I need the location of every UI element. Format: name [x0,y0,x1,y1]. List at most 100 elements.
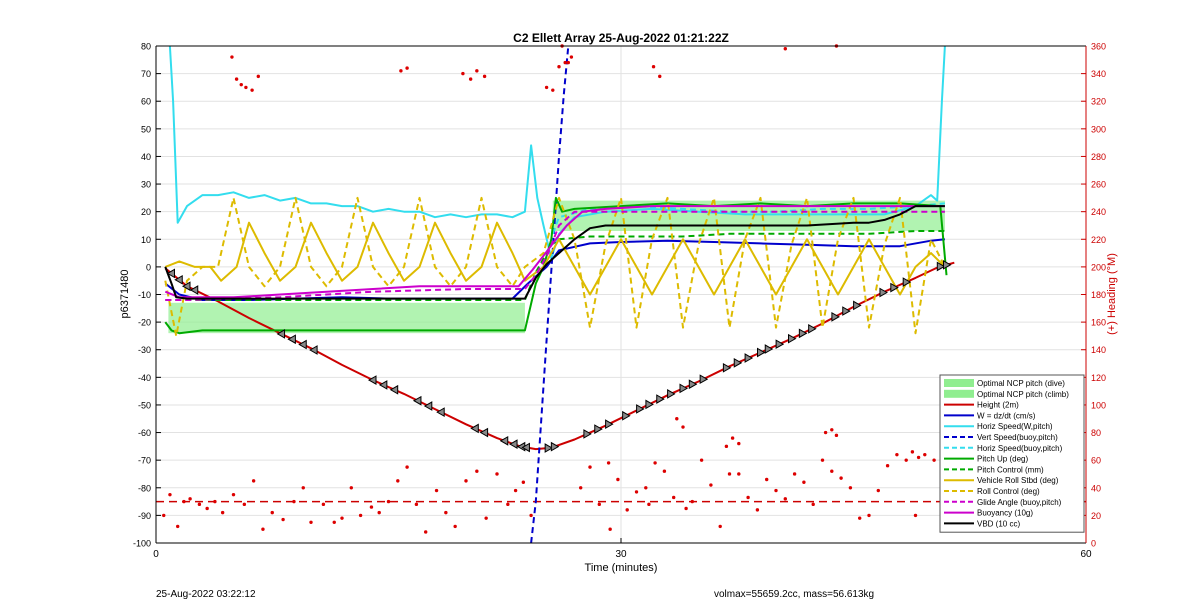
heading-point [910,450,915,454]
height-marker [583,429,592,439]
series-glide-angle-buoy-pitch [165,210,945,301]
heading-point [597,502,601,507]
height-marker [853,300,862,311]
height-marker [412,395,422,406]
heading-point [709,483,713,487]
heading-point [521,480,526,484]
legend-box [939,374,1085,533]
chart-title: C2 Ellett Array 25-Aug-2022 01:21:22Z [513,31,729,45]
heading-point [727,472,732,476]
legend-label: Roll Control (deg) [977,487,1040,496]
heading-point [242,502,247,507]
series-vehicle-roll-stbd-deg [164,221,946,296]
heading-point [557,65,561,69]
legend-label: Optimal NCP pitch (dive) [977,379,1065,388]
height-markers-layer [166,259,952,453]
heading-point [513,488,518,493]
heading-point [783,47,787,51]
height-marker [174,274,183,285]
y-tick-label-left: -20 [138,318,151,328]
y-tick-label-right: 40 [1091,483,1101,493]
heading-point [616,477,620,482]
heading-point [162,513,166,518]
heading-point [444,510,448,515]
height-marker [181,281,191,292]
heading-point [468,77,473,81]
heading-point [718,524,722,529]
legend-swatch [944,379,974,387]
heading-point [405,66,409,70]
legend-label: Horiz Speed(buoy,pitch) [977,444,1063,453]
height-marker [902,277,912,287]
y-tick-label-right: 80 [1091,428,1101,438]
height-marker [808,323,817,334]
heading-point [434,488,439,493]
heading-point [916,455,921,460]
x-tick-label: 60 [1080,549,1092,560]
height-marker [788,333,797,344]
legend-label: Optimal NCP pitch (climb) [977,390,1069,399]
heading-point [625,508,629,512]
height-marker [287,334,296,345]
y-tick-label-right: 300 [1091,124,1106,134]
heading-point [475,469,479,473]
heading-point [895,452,899,457]
heading-point [396,479,400,483]
heading-point [453,524,457,529]
heading-point [802,480,806,484]
legend-label: VBD (10 cc) [977,519,1020,528]
series-pitch-control-mm [165,230,945,301]
legend-label: Pitch Up (deg) [977,455,1028,464]
height-marker [645,399,654,410]
heading-point [672,495,676,500]
series-roll-control-deg [164,196,946,337]
height-marker [423,401,433,411]
heading-point [482,74,487,79]
heading-point [820,458,825,462]
y-tick-label-right: 180 [1091,290,1106,300]
y-tick-label-right: 280 [1091,152,1106,162]
height-marker [479,427,489,438]
heading-point [737,441,741,446]
y-tick-label-right: 220 [1091,235,1106,245]
series-buoyancy-10g [164,205,945,299]
heading-point [658,74,662,79]
heading-point [690,499,694,504]
heading-point [256,74,260,79]
heading-point [358,513,363,518]
height-marker [509,439,518,450]
heading-point [885,463,890,468]
y-tick-label-left: -40 [138,373,151,383]
legend-label: Horiz Speed(W,pitch) [977,422,1053,431]
heading-point [230,55,234,59]
legend-label: Pitch Control (mm) [977,465,1044,474]
y-tick-label-left: -50 [138,400,151,410]
heading-point [811,502,815,507]
height-marker [389,384,399,395]
heading-point [205,506,209,511]
y-tick-label-right: 260 [1091,180,1106,190]
legend-swatch [944,389,974,398]
heading-point [220,510,225,515]
heading-point [231,492,236,497]
y-tick-label-left: -70 [138,456,151,466]
heading-point [301,486,305,490]
y-tick-label-right: 340 [1091,69,1106,79]
heading-point [405,465,409,469]
heading-point [588,465,592,469]
heading-point [867,513,871,518]
y-tick-label-left: -80 [138,483,151,493]
heading-point [765,477,769,482]
height-marker [757,347,766,358]
height-marker [544,443,554,453]
heading-point [684,506,688,511]
heading-point [755,508,760,512]
height-marker [622,410,631,421]
heading-point [168,492,172,497]
height-marker [436,407,445,417]
y-axis-label-left: p6371480 [119,270,131,319]
footer-vehicle-info: volmax=55659.2cc, mass=56.613kg [714,589,875,600]
height-marker [521,442,530,453]
height-marker [699,374,709,385]
heading-point [848,486,853,490]
